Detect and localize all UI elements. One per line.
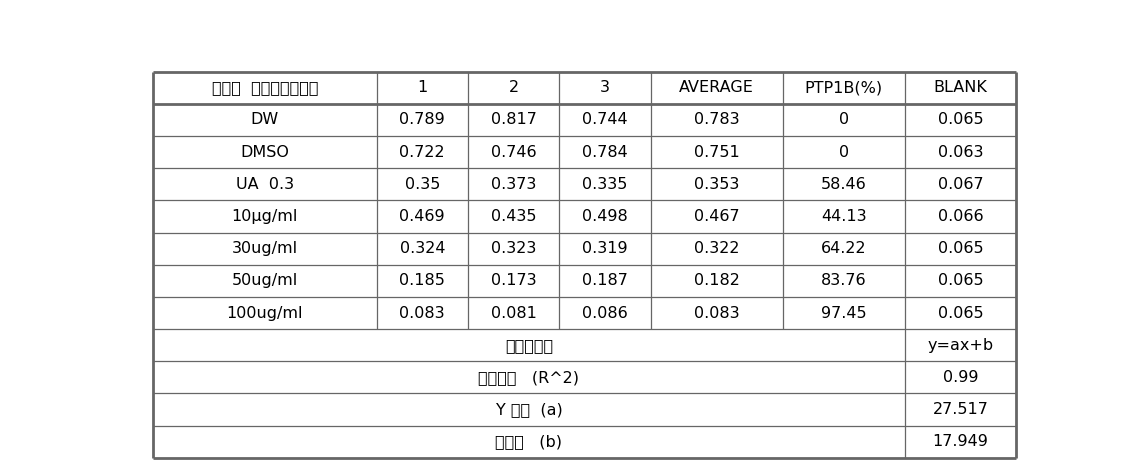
Text: 0.067: 0.067 bbox=[938, 177, 984, 192]
Text: 17.949: 17.949 bbox=[932, 434, 988, 449]
Text: 0.498: 0.498 bbox=[582, 209, 628, 224]
Text: 0.065: 0.065 bbox=[938, 241, 984, 256]
Text: 0.324: 0.324 bbox=[399, 241, 445, 256]
Text: 64.22: 64.22 bbox=[820, 241, 866, 256]
Text: 0.063: 0.063 bbox=[938, 144, 984, 160]
Text: 0.086: 0.086 bbox=[582, 305, 628, 321]
Text: 0.817: 0.817 bbox=[491, 113, 536, 127]
Text: 0.173: 0.173 bbox=[491, 273, 536, 288]
Text: 1: 1 bbox=[418, 80, 428, 95]
Text: 97.45: 97.45 bbox=[820, 305, 866, 321]
Text: AVERAGE: AVERAGE bbox=[679, 80, 754, 95]
Text: 결정계수   (R^2): 결정계수 (R^2) bbox=[478, 370, 580, 385]
Text: 0.083: 0.083 bbox=[399, 305, 445, 321]
Text: 0.182: 0.182 bbox=[694, 273, 739, 288]
Text: 27.517: 27.517 bbox=[932, 402, 988, 417]
Text: 0.081: 0.081 bbox=[491, 305, 536, 321]
Text: 2: 2 bbox=[509, 80, 519, 95]
Text: PTP1B(%): PTP1B(%) bbox=[804, 80, 883, 95]
Text: 0.789: 0.789 bbox=[399, 113, 445, 127]
Text: 10μg/ml: 10μg/ml bbox=[232, 209, 298, 224]
Text: 0.435: 0.435 bbox=[491, 209, 536, 224]
Text: 0.35: 0.35 bbox=[405, 177, 440, 192]
Text: 100ug/ml: 100ug/ml bbox=[227, 305, 304, 321]
Text: 0.065: 0.065 bbox=[938, 113, 984, 127]
Text: UA  0.3: UA 0.3 bbox=[236, 177, 294, 192]
Text: 0.187: 0.187 bbox=[582, 273, 628, 288]
Text: 0.746: 0.746 bbox=[491, 144, 536, 160]
Text: 0.066: 0.066 bbox=[938, 209, 984, 224]
Text: 0.373: 0.373 bbox=[491, 177, 536, 192]
Text: 83.76: 83.76 bbox=[820, 273, 866, 288]
Text: 회귀방정식: 회귀방정식 bbox=[504, 338, 553, 353]
Text: 0.744: 0.744 bbox=[582, 113, 628, 127]
Text: 58.46: 58.46 bbox=[820, 177, 866, 192]
Text: 0.784: 0.784 bbox=[582, 144, 628, 160]
Text: 30ug/ml: 30ug/ml bbox=[232, 241, 298, 256]
Text: 44.13: 44.13 bbox=[820, 209, 866, 224]
Text: 0.083: 0.083 bbox=[694, 305, 739, 321]
Text: 3: 3 bbox=[600, 80, 610, 95]
Text: DMSO: DMSO bbox=[241, 144, 290, 160]
Text: 0.065: 0.065 bbox=[938, 305, 984, 321]
Text: 0.751: 0.751 bbox=[694, 144, 739, 160]
Text: 0.722: 0.722 bbox=[399, 144, 445, 160]
Text: 0.467: 0.467 bbox=[694, 209, 739, 224]
Text: 0.469: 0.469 bbox=[399, 209, 445, 224]
Text: 0.335: 0.335 bbox=[582, 177, 628, 192]
Text: BLANK: BLANK bbox=[933, 80, 987, 95]
Text: 기울기   (b): 기울기 (b) bbox=[495, 434, 563, 449]
Text: 0.99: 0.99 bbox=[942, 370, 978, 385]
Text: 0.185: 0.185 bbox=[399, 273, 445, 288]
Text: 0.783: 0.783 bbox=[694, 113, 739, 127]
Text: 0.323: 0.323 bbox=[491, 241, 536, 256]
Text: 50ug/ml: 50ug/ml bbox=[232, 273, 298, 288]
Text: 0.322: 0.322 bbox=[694, 241, 739, 256]
Text: 0: 0 bbox=[839, 144, 849, 160]
Text: y=ax+b: y=ax+b bbox=[928, 338, 994, 353]
Text: DW: DW bbox=[251, 113, 280, 127]
Text: 0.319: 0.319 bbox=[582, 241, 628, 256]
Text: 0: 0 bbox=[839, 113, 849, 127]
Text: 0.065: 0.065 bbox=[938, 273, 984, 288]
Text: 다슬기  효소가수분해물: 다슬기 효소가수분해물 bbox=[212, 80, 318, 95]
Text: 0.353: 0.353 bbox=[694, 177, 739, 192]
Text: Y 절편  (a): Y 절편 (a) bbox=[495, 402, 563, 417]
